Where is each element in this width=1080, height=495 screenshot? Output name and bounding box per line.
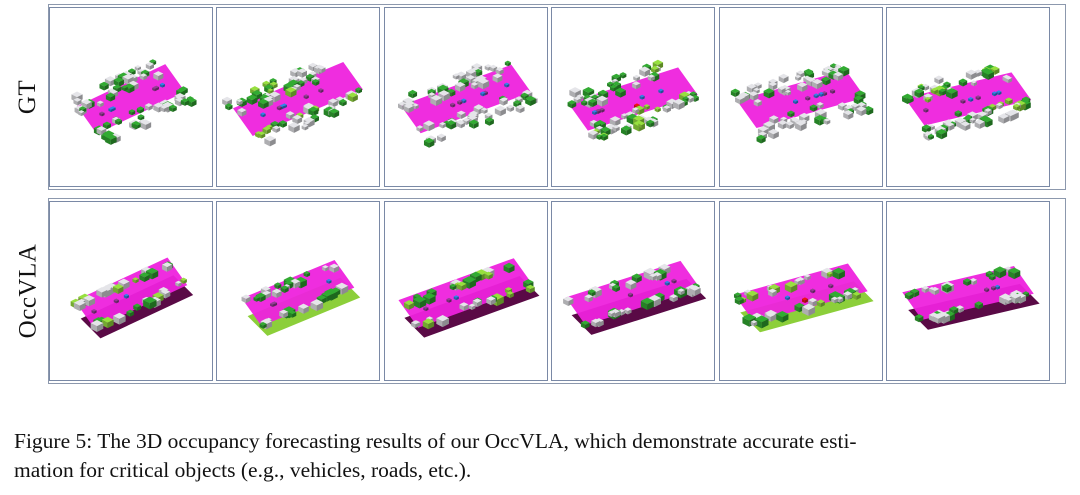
occupancy-render-gt-5: [730, 63, 874, 144]
occupancy-render-occvla-2: [241, 259, 361, 336]
occupancy-render-occvla-3: [398, 258, 540, 338]
gt-row-frame: [48, 4, 1066, 190]
row-label-gt-text: GT: [13, 79, 41, 115]
caption-line-1: Figure 5: The 3D occupancy forecasting r…: [14, 429, 857, 453]
occupancy-render-occvla-5: [733, 263, 874, 333]
caption-line-2: mation for critical objects (e.g., vehic…: [14, 458, 472, 482]
occupancy-render-gt-3: [398, 60, 538, 148]
figure-caption: Figure 5: The 3D occupancy forecasting r…: [14, 427, 1064, 485]
occupancy-panel-gt-6: [886, 7, 1050, 187]
row-label-gt: GT: [8, 4, 48, 190]
occupancy-render-occvla-6: [902, 266, 1040, 330]
occupancy-panel-gt-1: [49, 7, 213, 187]
occupancy-render-gt-4: [567, 59, 699, 141]
occvla-row-frame: [48, 198, 1066, 384]
occupancy-render-occvla-1: [70, 257, 194, 339]
occupancy-panel-occvla-4: [551, 201, 715, 381]
occupancy-render-gt-1: [71, 59, 197, 145]
occupancy-render-gt-2: [222, 61, 364, 147]
occupancy-panel-occvla-5: [719, 201, 883, 381]
occupancy-panel-occvla-2: [216, 201, 380, 381]
occupancy-panel-gt-4: [551, 7, 715, 187]
row-label-occvla: OccVLA: [8, 198, 48, 384]
row-label-occvla-text: OccVLA: [14, 243, 42, 339]
occupancy-panel-occvla-6: [886, 201, 1050, 381]
occupancy-panel-occvla-3: [384, 201, 548, 381]
occupancy-panel-occvla-1: [49, 201, 213, 381]
occupancy-panel-gt-2: [216, 7, 380, 187]
occupancy-render-occvla-4: [563, 260, 707, 335]
occupancy-panel-gt-5: [719, 7, 883, 187]
occupancy-panel-gt-3: [384, 7, 548, 187]
figure-5: GT OccVLA: [8, 4, 1066, 388]
occupancy-render-gt-6: [902, 64, 1032, 141]
